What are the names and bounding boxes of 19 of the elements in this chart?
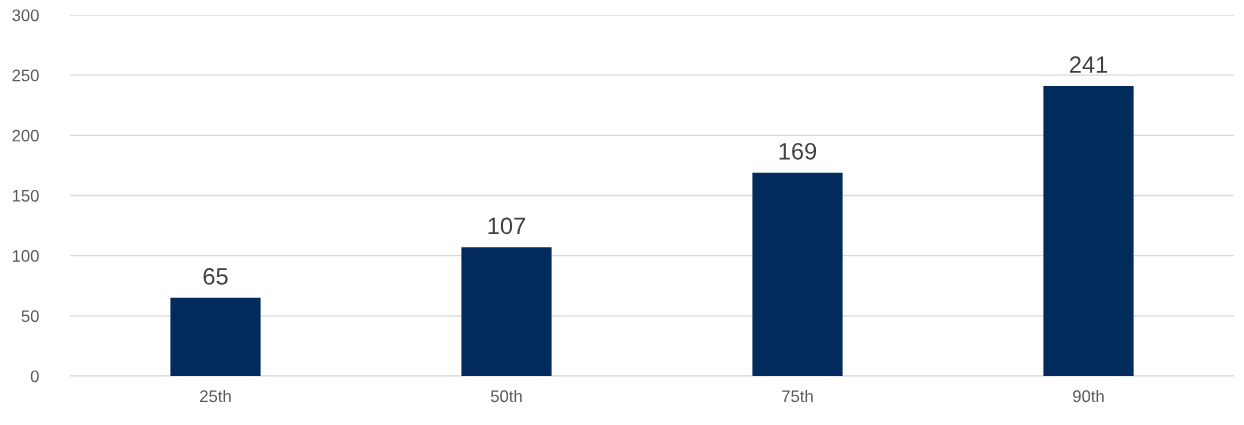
y-tick-label: 300 bbox=[12, 9, 39, 22]
x-tick-label: 90th bbox=[1073, 389, 1104, 403]
y-tick-label: 250 bbox=[12, 69, 39, 82]
y-tick-label: 100 bbox=[12, 250, 39, 262]
y-tick-label: 150 bbox=[12, 189, 39, 202]
data-label: 241 bbox=[1069, 56, 1108, 73]
bar bbox=[170, 297, 261, 376]
x-tick-label: 50th bbox=[490, 389, 522, 403]
bar bbox=[461, 247, 552, 376]
y-tick-label: 0 bbox=[30, 370, 39, 383]
bar bbox=[752, 172, 843, 376]
y-tick-label: 50 bbox=[21, 310, 39, 323]
bar bbox=[1043, 86, 1134, 376]
data-label: 107 bbox=[488, 217, 526, 235]
data-label: 169 bbox=[779, 142, 817, 160]
x-tick-label: 25th bbox=[200, 389, 231, 403]
y-tick-label: 200 bbox=[12, 129, 39, 142]
data-label: 65 bbox=[203, 268, 228, 285]
x-tick-label: 75th bbox=[782, 389, 813, 403]
